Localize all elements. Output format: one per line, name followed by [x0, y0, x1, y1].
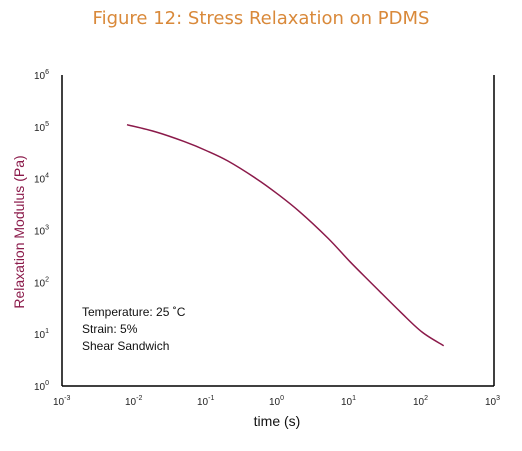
- y-tick-labels: 100 101 102 103 104 105 106: [34, 69, 49, 393]
- x-tick-label: 10-2: [125, 395, 142, 408]
- annotation-strain: Strain: 5%: [82, 322, 138, 336]
- x-axis-label: time (s): [254, 413, 301, 429]
- x-tick-labels: 10-3 10-2 10-1 100 101 102 103: [53, 395, 500, 408]
- x-tick-label: 10-3: [53, 395, 70, 408]
- y-tick-label: 104: [34, 173, 49, 186]
- y-tick-label: 101: [34, 328, 49, 341]
- x-tick-label: 100: [269, 395, 284, 408]
- y-tick-label: 103: [34, 225, 49, 238]
- y-tick-label: 100: [34, 380, 49, 393]
- x-tick-label: 102: [413, 395, 428, 408]
- chart-title: Figure 12: Stress Relaxation on PDMS: [92, 8, 430, 29]
- x-tick-label: 101: [341, 395, 356, 408]
- y-tick-label: 106: [34, 69, 49, 82]
- y-tick-label: 102: [34, 276, 49, 289]
- y-tick-label: 105: [34, 121, 49, 134]
- annotation-temperature: Temperature: 25 ˚C: [82, 305, 186, 319]
- x-tick-label: 10-1: [197, 395, 214, 408]
- x-tick-label: 103: [485, 395, 500, 408]
- annotation-geometry: Shear Sandwich: [82, 339, 169, 353]
- series-line: [126, 123, 445, 347]
